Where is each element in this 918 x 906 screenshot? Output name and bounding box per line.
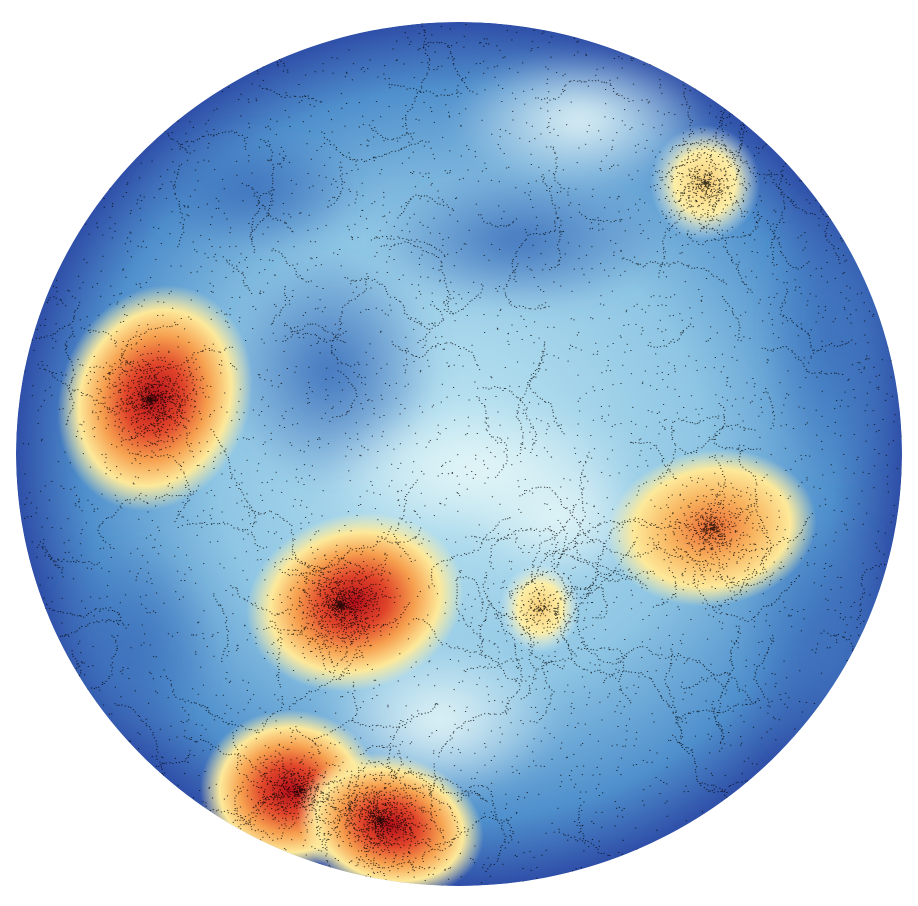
particle-web bbox=[22, 23, 902, 886]
disc bbox=[16, 22, 902, 886]
